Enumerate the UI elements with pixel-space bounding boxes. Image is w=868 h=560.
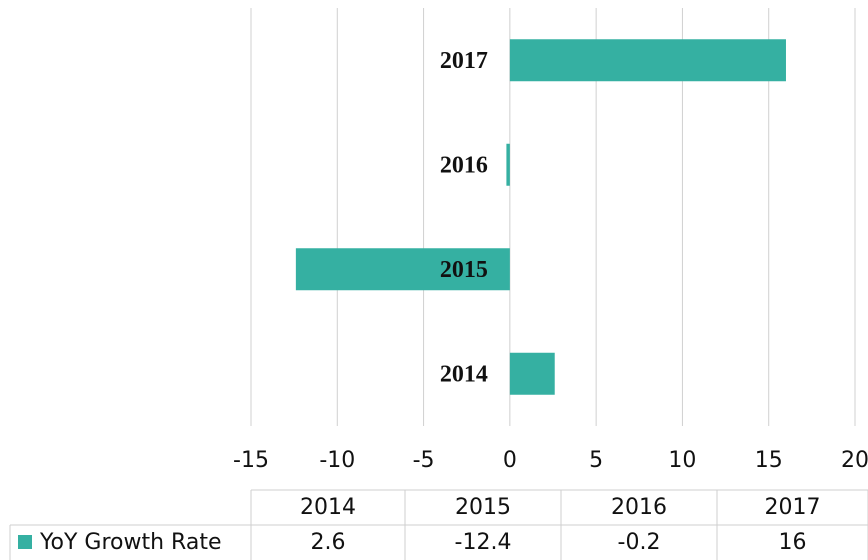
x-tick-label: 0 [503, 448, 517, 473]
y-tick-label: 2016 [440, 152, 488, 178]
x-tick-label: -15 [233, 448, 269, 473]
table-header: 2016 [611, 495, 667, 520]
table-header: 2017 [765, 495, 821, 520]
table-value: 16 [779, 530, 807, 555]
y-tick-label: 2015 [440, 257, 488, 283]
table-header: 2015 [455, 495, 511, 520]
table-header: 2014 [300, 495, 356, 520]
table-value: -0.2 [618, 530, 661, 555]
x-tick-label: -5 [413, 448, 435, 473]
x-tick-label: 15 [755, 448, 783, 473]
x-tick-label: 20 [841, 448, 868, 473]
x-tick-label: 5 [589, 448, 603, 473]
y-tick-label: 2017 [440, 48, 488, 74]
x-tick-label: 10 [668, 448, 696, 473]
legend-swatch [18, 535, 32, 549]
table-value: -12.4 [455, 530, 512, 555]
x-tick-label: -10 [319, 448, 355, 473]
table-value: 2.6 [311, 530, 346, 555]
bar [509, 39, 786, 82]
y-tick-label: 2014 [440, 361, 488, 387]
bar [506, 143, 510, 186]
bar [509, 352, 555, 395]
legend-label: YoY Growth Rate [39, 530, 221, 555]
bar [295, 248, 510, 291]
